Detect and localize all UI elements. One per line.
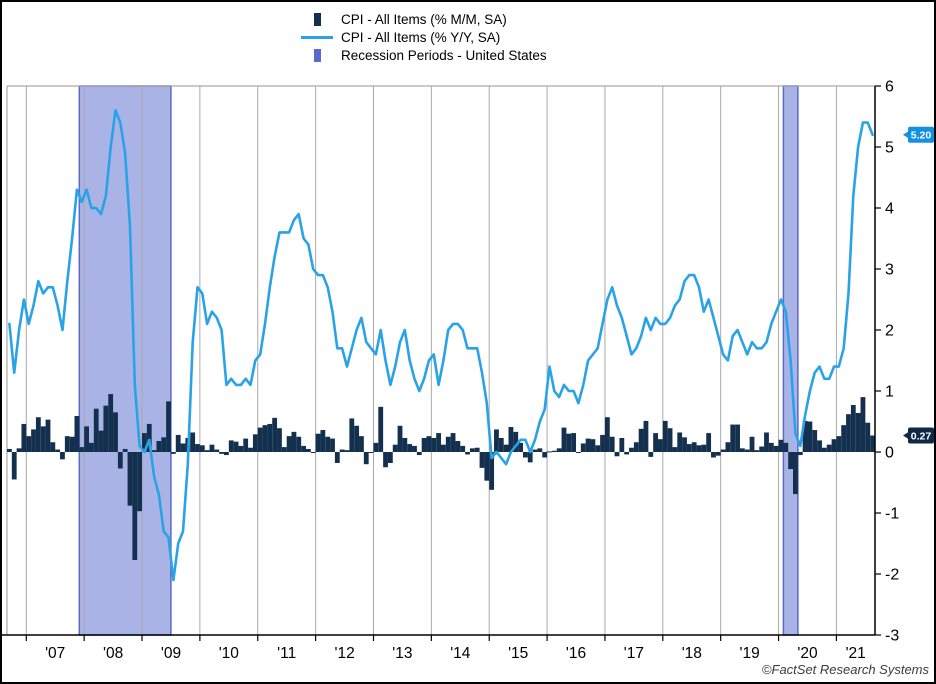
- year-gridlines: [6, 85, 875, 635]
- svg-text:1: 1: [885, 384, 894, 401]
- svg-text:'19: '19: [739, 645, 759, 662]
- svg-text:-1: -1: [885, 506, 899, 523]
- svg-text:'18: '18: [682, 645, 702, 662]
- mm-bars: [7, 394, 875, 560]
- svg-text:'16: '16: [566, 645, 586, 662]
- svg-text:6: 6: [885, 79, 894, 96]
- svg-text:'14: '14: [450, 645, 471, 662]
- svg-text:-2: -2: [885, 567, 899, 584]
- svg-text:3: 3: [885, 262, 894, 279]
- mm-last-value-tag: 0.27: [903, 427, 934, 444]
- svg-text:5.20: 5.20: [911, 130, 932, 142]
- svg-text:'17: '17: [624, 645, 644, 662]
- svg-text:'15: '15: [508, 645, 528, 662]
- legend-band-swatch-icon: [299, 49, 335, 62]
- legend-label-yy: CPI - All Items (% Y/Y, SA): [341, 30, 501, 45]
- svg-text:'09: '09: [161, 645, 181, 662]
- svg-text:'11: '11: [277, 645, 296, 662]
- svg-text:'08: '08: [103, 645, 123, 662]
- legend-label-mm: CPI - All Items (% M/M, SA): [341, 12, 507, 27]
- legend-bar-swatch-icon: [299, 13, 335, 26]
- yy-last-value-tag: 5.20: [903, 126, 934, 143]
- svg-text:5: 5: [885, 140, 894, 157]
- legend-item-mm: CPI - All Items (% M/M, SA): [299, 12, 547, 27]
- recession-bands: [78, 85, 799, 636]
- chart-legend: CPI - All Items (% M/M, SA) CPI - All It…: [299, 12, 547, 63]
- y-axis-labels: 6 5 4 3 2 1 0 -1 -2 -3: [875, 79, 899, 645]
- copyright-text: ©FactSet Research Systems: [761, 662, 929, 677]
- svg-text:'12: '12: [334, 645, 354, 662]
- x-axis-labels: '07 '08 '09 '10 '11 '12 '13 '14 '15 '16 '17 '18 '19 '…: [25, 635, 866, 662]
- svg-text:'13: '13: [392, 645, 412, 662]
- svg-text:'10: '10: [219, 645, 240, 662]
- legend-item-recession: Recession Periods - United States: [299, 48, 547, 63]
- svg-text:2: 2: [885, 323, 894, 340]
- svg-text:'21: '21: [846, 645, 866, 662]
- svg-text:'07: '07: [45, 645, 65, 662]
- legend-line-swatch-icon: [299, 36, 335, 39]
- svg-text:'20: '20: [797, 645, 818, 662]
- yy-line: [8, 109, 874, 582]
- svg-text:4: 4: [885, 201, 894, 218]
- svg-text:-3: -3: [885, 628, 899, 645]
- legend-item-yy: CPI - All Items (% Y/Y, SA): [299, 30, 547, 45]
- svg-text:0: 0: [885, 445, 894, 462]
- svg-text:0.27: 0.27: [911, 430, 932, 442]
- legend-label-recession: Recession Periods - United States: [341, 48, 547, 63]
- axes: [2, 86, 876, 636]
